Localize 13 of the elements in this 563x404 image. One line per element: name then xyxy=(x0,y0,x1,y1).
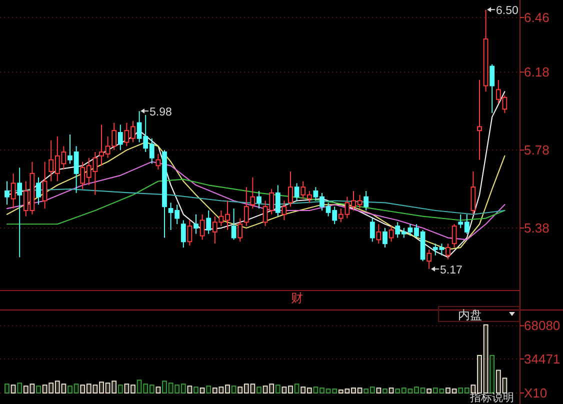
y-tick-label: 6.18 xyxy=(524,64,550,80)
annotation: 指标说明 xyxy=(469,392,514,404)
annotation: 内盘 xyxy=(458,308,482,322)
y-tick-label: 6.46 xyxy=(524,10,550,26)
y-tick-label: X10 xyxy=(524,386,548,400)
text: 财 xyxy=(291,291,303,305)
y-tick-label: 5.78 xyxy=(524,142,550,158)
annotation: 6.50 xyxy=(496,4,518,17)
y-tick-label: 68080 xyxy=(524,318,560,334)
annotation: 5.98 xyxy=(150,106,172,118)
y-tick-label: 34471 xyxy=(524,351,560,366)
annotation: 5.17 xyxy=(440,264,462,276)
y-tick-label: 5.38 xyxy=(524,220,550,236)
